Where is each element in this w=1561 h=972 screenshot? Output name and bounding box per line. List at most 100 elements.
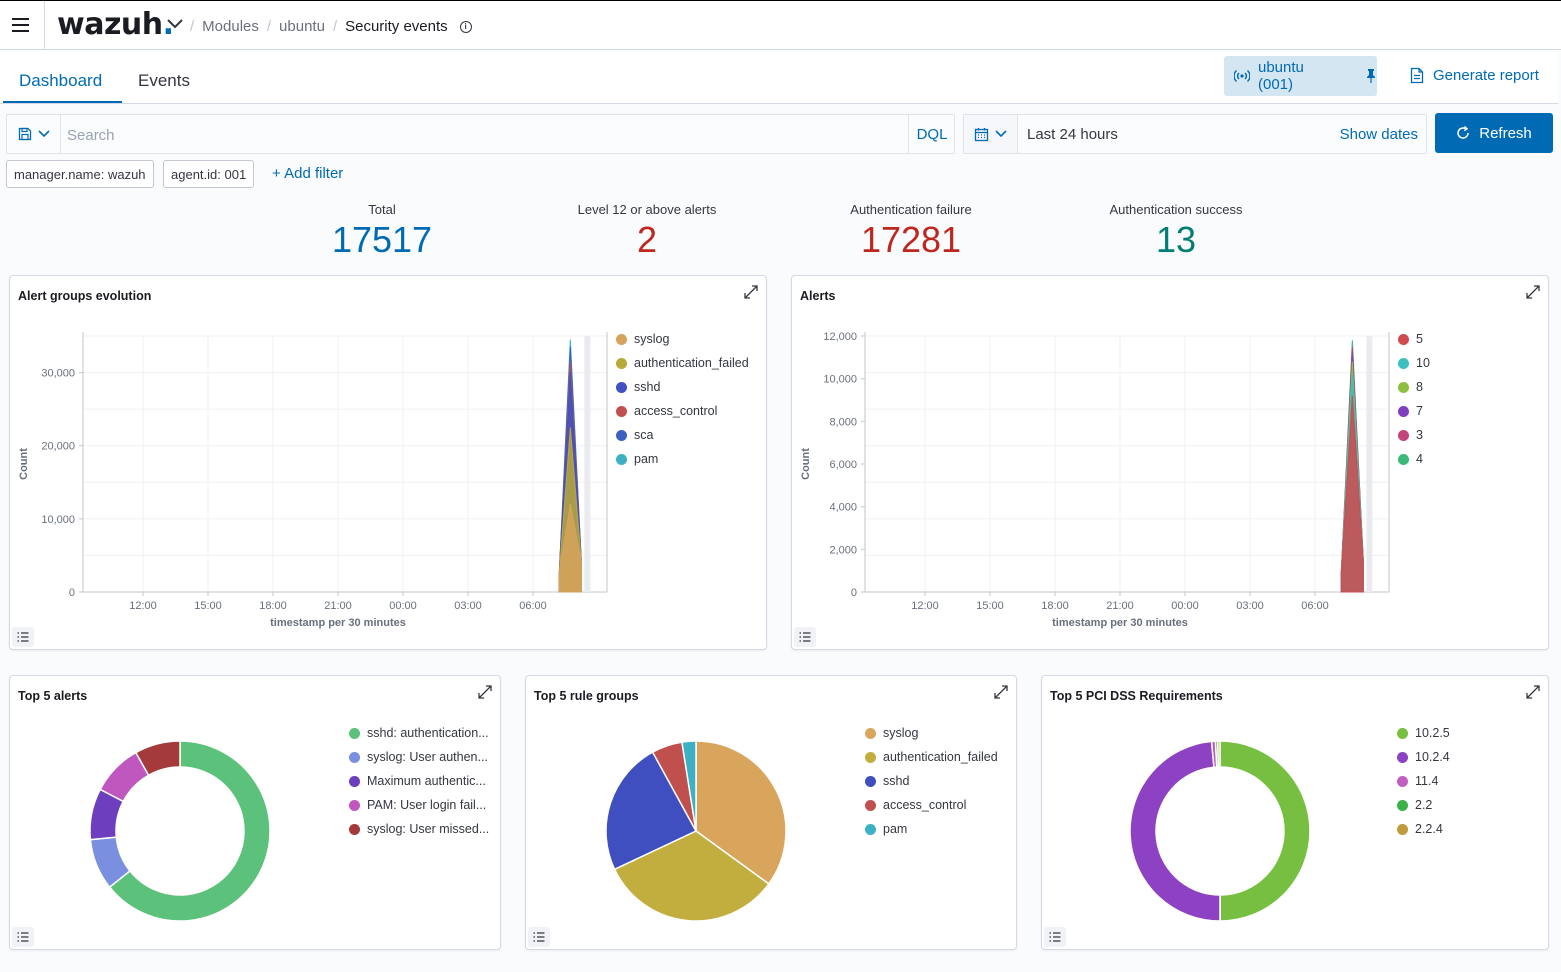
toggle-legend-button[interactable] — [794, 627, 816, 647]
legend-label: 10.2.5 — [1415, 726, 1450, 740]
breadcrumb-agent[interactable]: ubuntu — [279, 18, 325, 35]
tab-events[interactable]: Events — [138, 71, 190, 90]
legend-label: 5 — [1416, 332, 1423, 346]
toggle-legend-button[interactable] — [12, 927, 34, 947]
legend-item[interactable]: sshd — [865, 769, 998, 793]
slice-4 — [681, 740, 697, 832]
toggle-legend-button[interactable] — [12, 627, 34, 647]
chart-legend: syslog authentication_failed sshd access_co… — [616, 327, 749, 471]
legend-item[interactable]: sshd — [616, 375, 749, 399]
legend-item[interactable]: 10.2.4 — [1397, 745, 1450, 769]
saved-queries-button[interactable] — [7, 115, 61, 153]
x-tick-label: 12:00 — [129, 600, 157, 612]
legend-item[interactable]: syslog — [616, 327, 749, 351]
legend-item[interactable]: 4 — [1398, 447, 1430, 471]
panel-alerts: Alerts 0 2,000 4,000 6,000 8,000 10,000 12,000… — [791, 275, 1549, 650]
x-axis-title: timestamp per 30 minutes — [270, 617, 406, 629]
legend-item[interactable]: 11.4 — [1397, 769, 1450, 793]
legend-label: sca — [634, 428, 654, 442]
refresh-icon — [1457, 126, 1469, 139]
legend-item[interactable]: 7 — [1398, 399, 1430, 423]
legend-item[interactable]: syslog: User missed... — [349, 817, 489, 841]
legend-item[interactable]: pam — [865, 817, 998, 841]
date-range-text[interactable]: Last 24 hours — [1027, 126, 1118, 143]
legend-item[interactable]: access_control — [616, 399, 749, 423]
legend-item[interactable]: syslog: User authen... — [349, 745, 489, 769]
info-icon[interactable]: i — [459, 20, 472, 33]
list-icon — [533, 932, 545, 942]
legend-label: syslog: User authen... — [367, 750, 488, 764]
legend-item[interactable]: 2.2 — [1397, 793, 1450, 817]
generate-report-button[interactable]: Generate report — [1410, 67, 1539, 84]
legend-label: pam — [883, 822, 908, 836]
legend-item[interactable]: access_control — [865, 793, 998, 817]
toggle-legend-button[interactable] — [528, 927, 550, 947]
legend-swatch — [1397, 823, 1408, 835]
quick-date-menu-button[interactable] — [964, 115, 1018, 153]
legend-swatch — [865, 823, 876, 835]
legend-item[interactable]: 2.2.4 — [1397, 817, 1450, 841]
legend-item[interactable]: pam — [616, 447, 749, 471]
legend-item[interactable]: 10 — [1398, 351, 1430, 375]
expand-icon[interactable] — [1525, 684, 1541, 700]
expand-icon[interactable] — [1525, 284, 1541, 300]
refresh-label: Refresh — [1479, 124, 1532, 142]
chevron-down-icon — [37, 130, 50, 138]
legend-item[interactable]: sshd: authentication... — [349, 721, 489, 745]
expand-icon[interactable] — [743, 284, 759, 300]
legend-item[interactable]: 3 — [1398, 423, 1430, 447]
chart-legend: sshd: authentication... syslog: User auth… — [349, 721, 489, 841]
chart-legend: 5 10 8 7 3 4 — [1398, 327, 1430, 471]
wazuh-logo[interactable]: wazuh. — [57, 7, 174, 42]
y-axis-title: Count — [800, 448, 812, 480]
query-language-button[interactable]: DQL — [908, 115, 955, 153]
agent-selector[interactable]: ubuntu (001) — [1224, 56, 1377, 96]
panel-title: Alerts — [800, 289, 836, 303]
legend-item[interactable]: PAM: User login fail... — [349, 793, 489, 817]
breadcrumb-modules[interactable]: Modules — [202, 18, 259, 35]
menu-icon[interactable] — [12, 18, 29, 32]
legend-swatch — [349, 751, 360, 763]
legend-item[interactable]: 8 — [1398, 375, 1430, 399]
legend-item[interactable]: 5 — [1398, 327, 1430, 351]
expand-icon[interactable] — [477, 684, 493, 700]
legend-item[interactable]: 10.2.5 — [1397, 721, 1450, 745]
x-axis-title: timestamp per 30 minutes — [1052, 617, 1188, 629]
panel-title: Top 5 rule groups — [534, 689, 639, 703]
expand-icon[interactable] — [993, 684, 1009, 700]
legend-item[interactable]: sca — [616, 423, 749, 447]
legend-swatch — [865, 775, 876, 787]
legend-item[interactable]: authentication_failed — [865, 745, 998, 769]
legend-item[interactable]: authentication_failed — [616, 351, 749, 375]
x-tick-label: 03:00 — [454, 600, 482, 612]
chart-legend: 10.2.5 10.2.4 11.4 2.2 2.2.4 — [1397, 721, 1450, 841]
legend-item[interactable]: Maximum authentic... — [349, 769, 489, 793]
filter-pill-agent[interactable]: agent.id: 001 — [163, 160, 255, 188]
series-area-syslog — [558, 504, 582, 593]
toggle-legend-button[interactable] — [1044, 927, 1066, 947]
pin-icon[interactable] — [1365, 68, 1377, 84]
legend-swatch — [865, 799, 876, 811]
legend-item[interactable]: syslog — [865, 721, 998, 745]
legend-label: 10.2.4 — [1415, 750, 1450, 764]
calendar-icon — [974, 127, 989, 141]
header-divider — [44, 1, 45, 49]
legend-swatch — [1397, 727, 1408, 739]
tab-dashboard[interactable]: Dashboard — [19, 71, 103, 90]
show-dates-link[interactable]: Show dates — [1339, 126, 1418, 143]
refresh-button[interactable]: Refresh — [1435, 113, 1553, 153]
add-filter-button[interactable]: + Add filter — [272, 165, 344, 182]
top5-pci-donut — [1129, 740, 1311, 922]
metric-level12: Level 12 or above alerts 2 — [547, 202, 747, 261]
chevron-down-icon[interactable] — [166, 18, 184, 30]
legend-swatch — [349, 799, 360, 811]
alert-groups-chart: 0 10,000 20,000 30,000 12:00 15:00 18:00 21:00 0… — [18, 332, 608, 629]
current-bucket-band — [1366, 336, 1373, 592]
generate-report-label: Generate report — [1433, 67, 1539, 84]
list-icon — [1049, 932, 1061, 942]
filter-pill-manager[interactable]: manager.name: wazuh — [6, 160, 154, 188]
list-icon — [17, 632, 29, 642]
legend-label: 7 — [1416, 404, 1423, 418]
x-tick-label: 15:00 — [976, 600, 1004, 612]
search-input[interactable] — [67, 123, 897, 147]
